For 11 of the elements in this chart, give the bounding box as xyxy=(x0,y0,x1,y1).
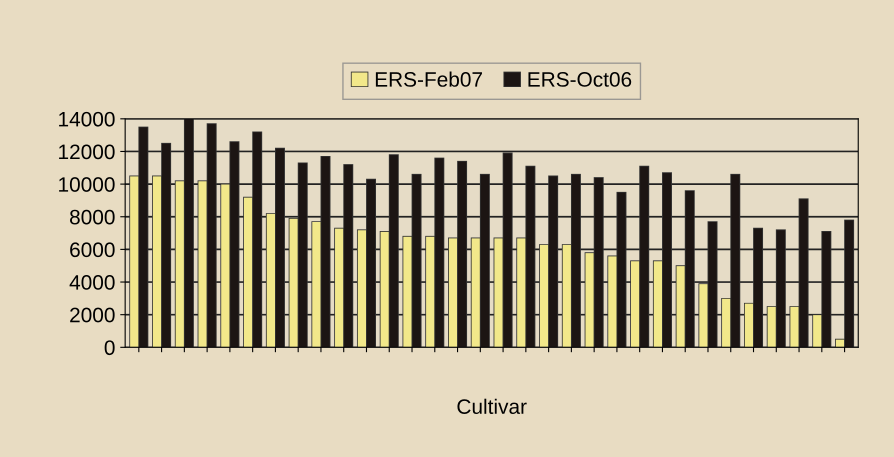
y-tick-label: 2000 xyxy=(70,308,115,322)
y-tick-label: 14000 xyxy=(59,112,115,127)
y-tick-label: 10000 xyxy=(59,177,115,192)
y-tick-label: 12000 xyxy=(59,144,115,160)
y-tick-label: 0 xyxy=(104,340,115,356)
x-axis-title: Cultivar xyxy=(457,398,527,414)
y-tick-label: 4000 xyxy=(70,275,115,290)
y-tick-label: 8000 xyxy=(70,210,115,224)
y-tick-label: 6000 xyxy=(70,242,115,258)
legend-label: ERS-Feb07 xyxy=(376,72,482,87)
legend-label: ERS-Oct06 xyxy=(528,72,632,87)
